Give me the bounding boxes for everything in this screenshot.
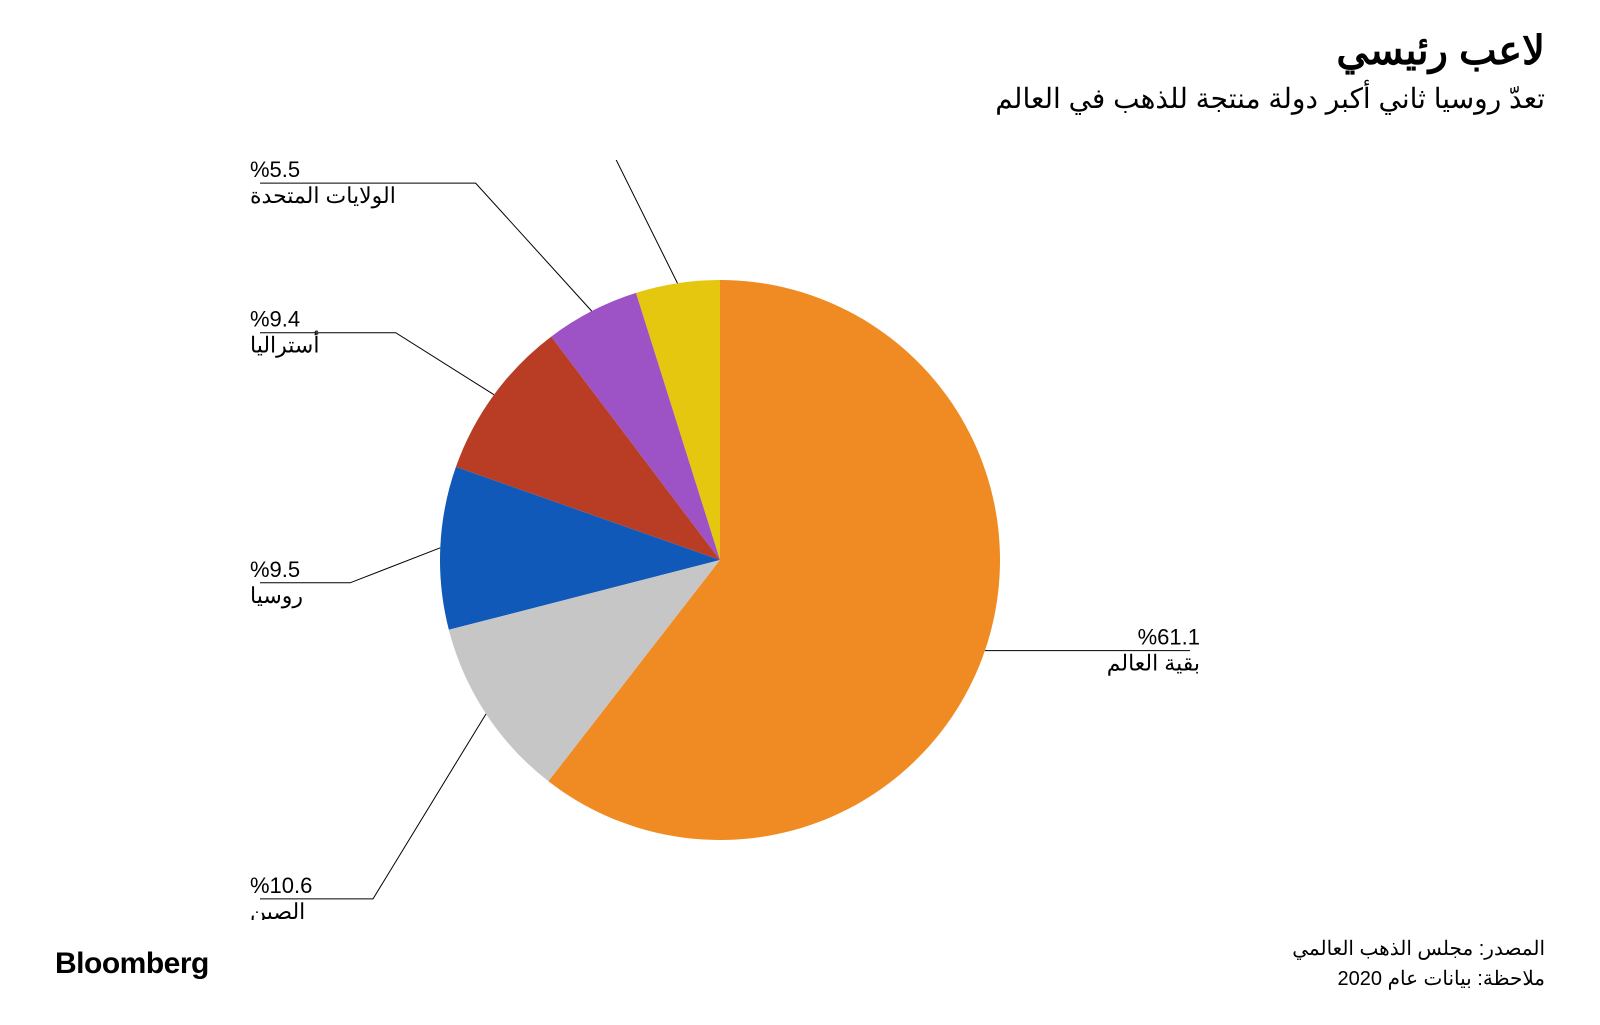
slice-pct: %9.4: [250, 307, 300, 332]
leader-line: [260, 714, 486, 899]
slice-label: %9.5روسيا: [250, 557, 303, 609]
chart-title: لاعب رئيسي: [1336, 28, 1545, 74]
chart-subtitle: تعدّ روسيا ثاني أكبر دولة منتجة للذهب في…: [995, 82, 1545, 115]
slice-name: بقية العالم: [1107, 651, 1200, 677]
slice-pct: %61.1: [1138, 625, 1200, 650]
note-text: ملاحظة: بيانات عام 2020: [1338, 966, 1545, 991]
pie-chart: %4.9كندا%5.5الولايات المتحدة%9.4أستراليا…: [0, 160, 1600, 920]
slice-pct: %9.5: [250, 557, 300, 582]
slice-name: الصين: [250, 899, 305, 920]
slice-pct: %10.6: [250, 873, 312, 898]
slice-label: %61.1بقية العالم: [1107, 625, 1200, 677]
slice-name: الولايات المتحدة: [250, 183, 396, 209]
pie-chart-svg: %4.9كندا%5.5الولايات المتحدة%9.4أستراليا…: [0, 160, 1600, 920]
slice-name: روسيا: [250, 583, 303, 609]
slice-pct: %5.5: [250, 160, 300, 182]
slice-label: %10.6الصين: [250, 873, 312, 920]
slice-label: %9.4أستراليا: [250, 307, 319, 359]
page: لاعب رئيسي تعدّ روسيا ثاني أكبر دولة منت…: [0, 0, 1600, 1025]
source-text: المصدر: مجلس الذهب العالمي: [1292, 936, 1545, 961]
brand-logo: Bloomberg: [55, 947, 209, 981]
slice-label: %5.5الولايات المتحدة: [250, 160, 396, 209]
leader-line: [260, 160, 677, 283]
slice-name: أستراليا: [250, 330, 319, 359]
